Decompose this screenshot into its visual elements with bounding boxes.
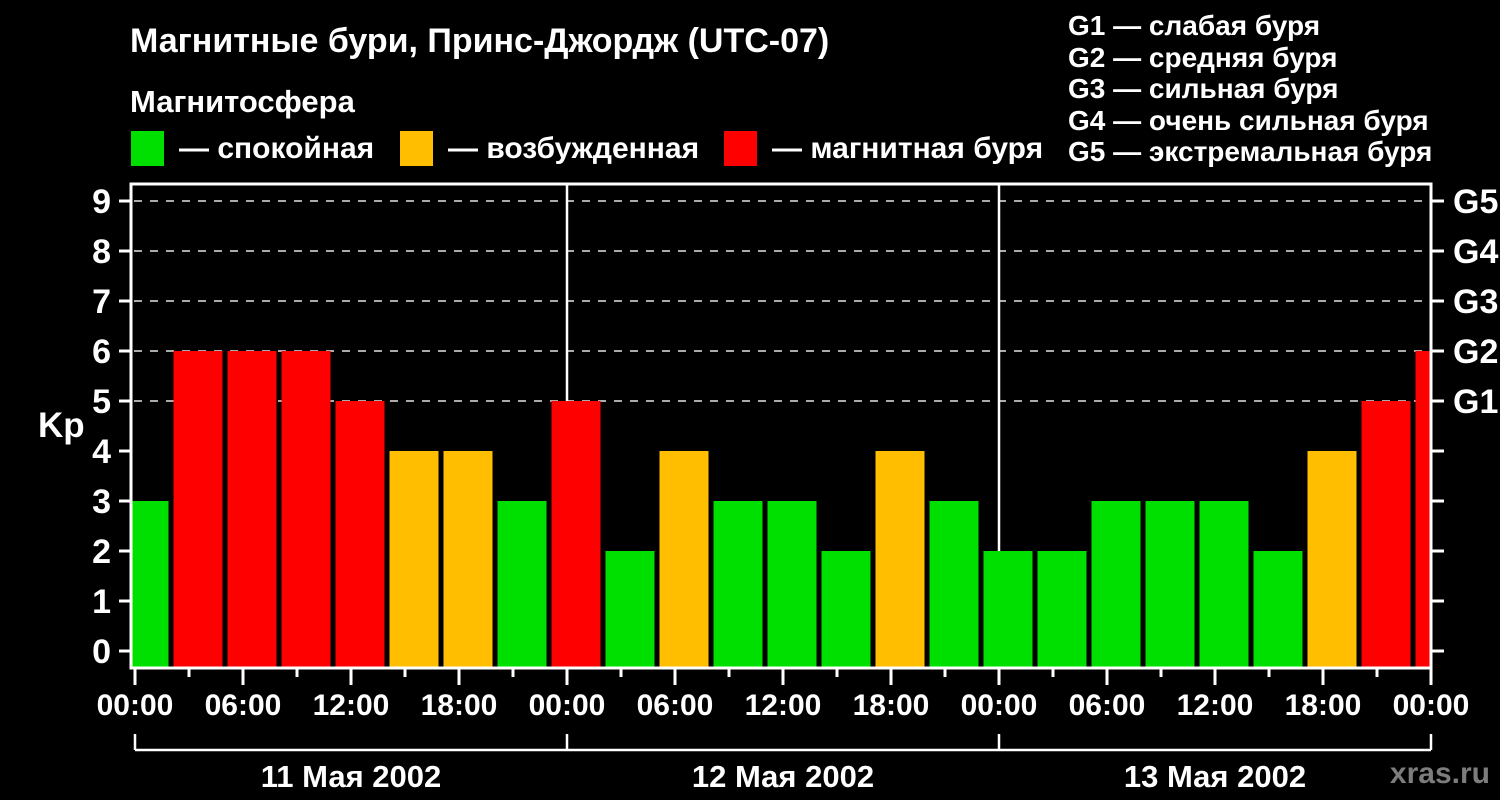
kp-bar (173, 351, 223, 667)
g-level-label: G2 (1453, 333, 1498, 371)
kp-bar (605, 551, 655, 667)
y-tick-label: 5 (92, 383, 111, 421)
x-tick-label: 18:00 (853, 689, 930, 722)
y-axis-title: Kp (38, 406, 85, 445)
kp-bar (1199, 501, 1249, 667)
date-label: 13 Мая 2002 (1124, 759, 1306, 794)
y-tick-label: 3 (92, 483, 111, 521)
kp-bar (281, 351, 331, 667)
kp-bar (389, 451, 439, 667)
x-tick-label: 06:00 (637, 689, 714, 722)
kp-bar (1415, 351, 1430, 667)
kp-bar (983, 551, 1033, 667)
legend-label-excited: — возбужденная (448, 131, 700, 165)
g1-legend-line: G1 — слабая буря (1068, 10, 1321, 41)
kp-bar (1145, 501, 1195, 667)
kp-bar (551, 401, 601, 667)
g-level-label: G5 (1453, 183, 1498, 221)
excited-color-swatch (400, 131, 433, 166)
g-level-label: G1 (1453, 383, 1498, 421)
y-tick-label: 1 (92, 583, 111, 621)
date-label: 11 Мая 2002 (261, 759, 442, 794)
kp-bar (1037, 551, 1087, 667)
g3-legend-line: G3 — сильная буря (1068, 73, 1339, 105)
kp-bar (443, 451, 493, 667)
kp-bar (767, 501, 817, 667)
date-label: 12 Мая 2002 (692, 759, 874, 794)
bars-group (132, 351, 1430, 667)
kp-bar (497, 501, 547, 667)
x-tick-label: 00:00 (961, 689, 1038, 722)
kp-bar (1307, 451, 1357, 667)
x-tick-label: 06:00 (1069, 689, 1146, 722)
legend-item-storm: — магнитная буря (724, 131, 1043, 166)
kp-bar (1091, 501, 1141, 667)
kp-bar (335, 401, 385, 667)
kp-bar (713, 501, 763, 667)
kp-bar (929, 501, 979, 667)
y-tick-label: 0 (92, 633, 111, 671)
x-tick-label: 00:00 (1393, 689, 1470, 722)
watermark: xras.ru (1389, 757, 1490, 790)
y-tick-label: 6 (92, 333, 111, 371)
x-tick-label: 18:00 (421, 689, 498, 722)
kp-bar (659, 451, 709, 667)
legend-label-storm: — магнитная буря (772, 131, 1044, 165)
kp-bar (875, 451, 925, 667)
kp-bar (821, 551, 871, 667)
g-level-label: G4 (1453, 233, 1498, 271)
y-tick-label: 2 (92, 533, 111, 571)
legend-item-quiet: — спокойная (131, 131, 374, 166)
x-tick-label: 12:00 (745, 689, 822, 722)
g2-legend-line: G2 — средняя буря (1068, 41, 1338, 73)
x-tick-label: 00:00 (97, 689, 174, 722)
kp-bar (1253, 551, 1303, 667)
x-tick-label: 12:00 (1177, 689, 1254, 722)
y-tick-label: 4 (92, 433, 111, 471)
legend-heading: Магнитосфера (130, 84, 355, 119)
g4-legend-line: G4 — очень сильная буря (1068, 104, 1429, 136)
g5-legend-line: G5 — экстремальная буря (1068, 136, 1433, 168)
kp-bar (227, 351, 277, 667)
x-tick-label: 00:00 (529, 689, 606, 722)
g-level-label: G3 (1453, 283, 1498, 321)
y-tick-label: 8 (92, 233, 111, 271)
storm-color-swatch (724, 131, 757, 166)
legend-item-excited: — возбужденная (400, 131, 699, 166)
x-tick-label: 06:00 (205, 689, 282, 722)
x-tick-label: 12:00 (313, 689, 390, 722)
x-tick-label: 18:00 (1285, 689, 1362, 722)
plot-border (129, 182, 1433, 670)
y-tick-label: 7 (92, 283, 111, 321)
kp-bar (132, 501, 169, 667)
kp-bar (1361, 401, 1411, 667)
y-tick-label: 9 (92, 183, 111, 221)
legend-label-quiet: — спокойная (179, 131, 375, 165)
page-title: Магнитные бури, Принс-Джордж (UTC-07) (130, 22, 830, 60)
quiet-color-swatch (131, 131, 164, 166)
g-scale-legend: G1 — слабая буря G2 — средняя буря G3 — … (1068, 10, 1432, 168)
